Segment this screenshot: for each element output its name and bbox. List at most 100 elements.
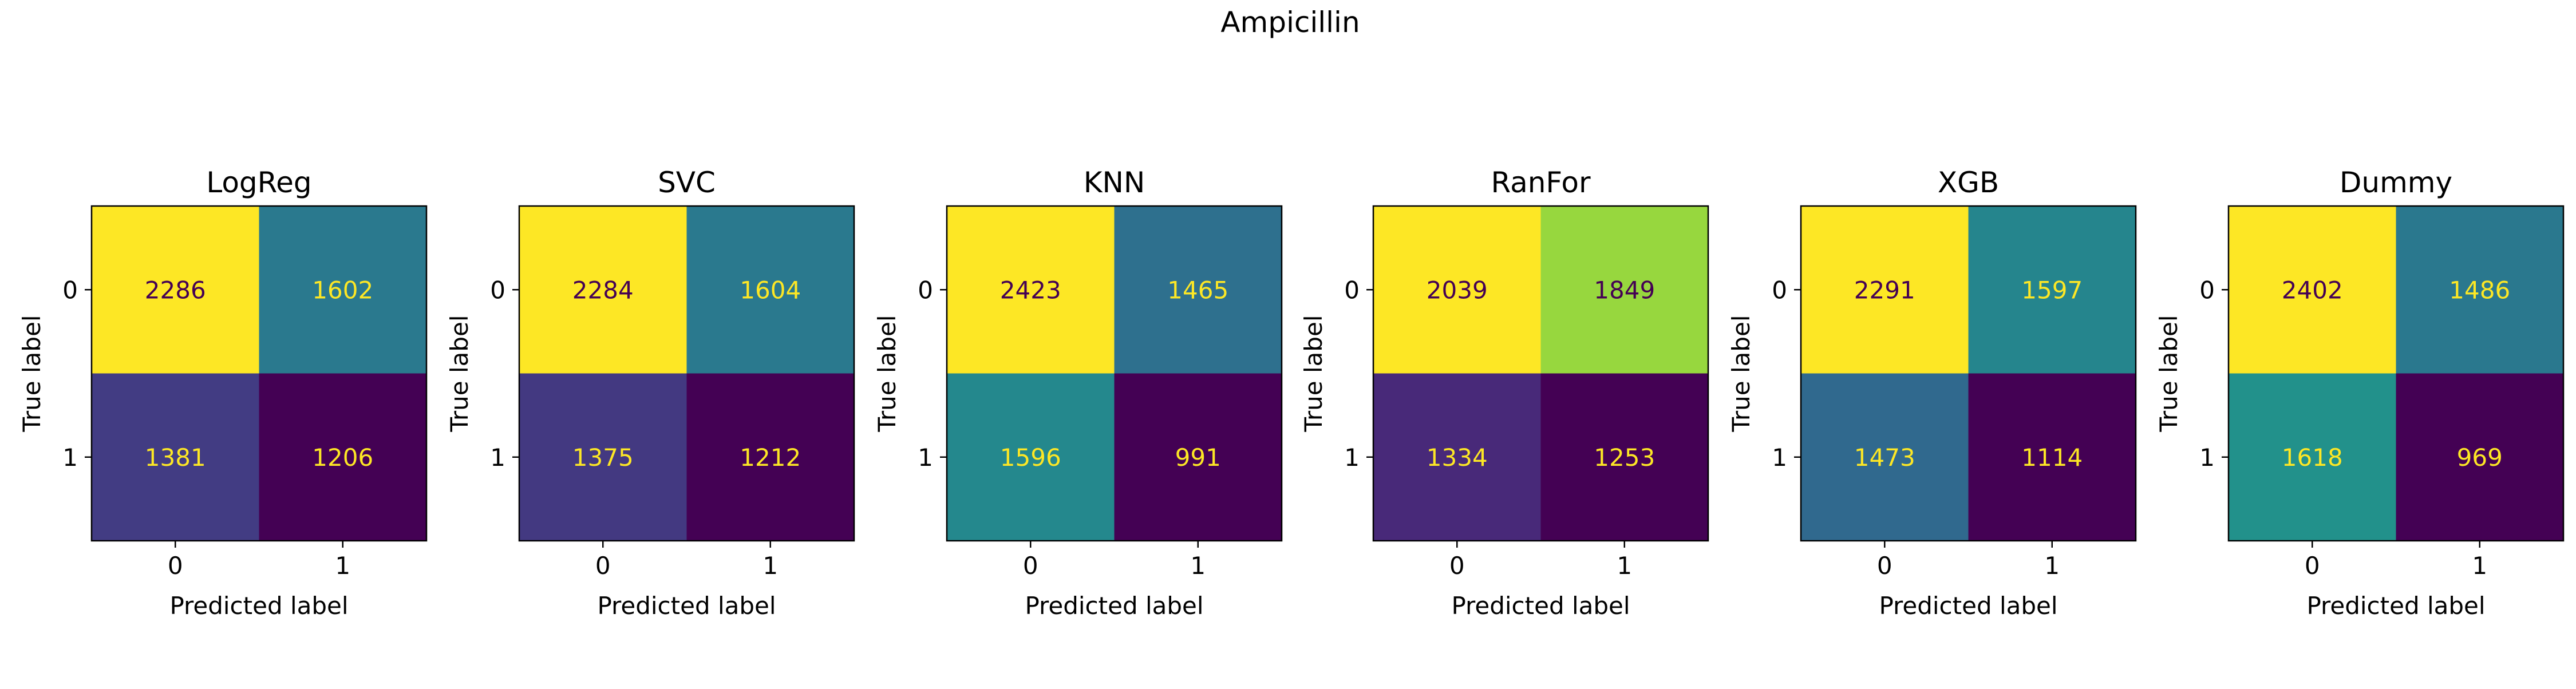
y-axis-label: True label [18, 315, 46, 432]
cell-0-0 [1801, 206, 1969, 374]
cell-1-1 [686, 373, 854, 541]
panel-title: Dummy [2340, 166, 2452, 199]
cell-1-1 [1114, 373, 1282, 541]
cell-1-0 [947, 373, 1115, 541]
axes-frame [518, 205, 855, 542]
y-tick-label: 0 [2199, 276, 2215, 304]
cell-0-1 [686, 206, 854, 374]
cell-value-1-1: 969 [2457, 444, 2503, 472]
panel-xgb: 2291 1597 1473 1114 XGB 0 1 0 1 Predicted label Tr… [1727, 166, 2137, 620]
cell-1-0 [92, 373, 259, 541]
panel-title: RanFor [1491, 166, 1591, 199]
cell-0-1 [1114, 206, 1282, 374]
x-tick-label: 1 [762, 552, 778, 580]
x-axis-label: Predicted label [597, 592, 776, 620]
x-tick-label: 0 [1023, 552, 1038, 580]
cell-0-0 [519, 206, 687, 374]
x-tick-label: 0 [595, 552, 611, 580]
panel-ranfor: 2039 1849 1334 1253 RanFor 0 1 0 1 Predicted labe… [1299, 166, 1709, 620]
cell-1-1 [259, 373, 426, 541]
cell-value-1-0: 1618 [2282, 444, 2343, 472]
y-tick-label: 1 [62, 444, 78, 472]
cell-0-0 [92, 206, 259, 374]
x-tick-label: 0 [1877, 552, 1893, 580]
cell-0-1 [1540, 206, 1708, 374]
y-tick-label: 0 [490, 276, 505, 304]
cell-value-0-0: 2039 [1427, 276, 1488, 304]
panel-title: XGB [1938, 166, 1999, 199]
x-tick-label: 1 [1617, 552, 1632, 580]
x-axis-label: Predicted label [1879, 592, 2057, 620]
cell-value-0-0: 2402 [2282, 276, 2343, 304]
cell-0-1 [259, 206, 426, 374]
panel-svc: 2284 1604 1375 1212 SVC 0 1 0 1 Predicted label Tr… [445, 166, 855, 620]
cell-value-0-1: 1604 [740, 276, 801, 304]
cell-value-0-1: 1465 [1167, 276, 1228, 304]
axes-frame [90, 205, 428, 542]
x-axis-label: Predicted label [169, 592, 348, 620]
x-tick-label: 1 [2472, 552, 2487, 580]
panel-title: SVC [658, 166, 716, 199]
cell-value-0-0: 2423 [1000, 276, 1061, 304]
y-tick-label: 0 [918, 276, 933, 304]
cell-1-0 [1373, 373, 1541, 541]
y-tick-label: 0 [62, 276, 78, 304]
cell-1-1 [1968, 373, 2136, 541]
panel-dummy: 2402 1486 1618 969 Dummy 0 1 0 1 Predicted label T… [2155, 166, 2565, 620]
axes-frame [1800, 205, 2137, 542]
cell-0-0 [947, 206, 1115, 374]
cell-value-0-0: 2291 [1854, 276, 1915, 304]
cell-value-1-1: 1212 [740, 444, 801, 472]
x-axis-label: Predicted label [2306, 592, 2485, 620]
cell-value-1-1: 1253 [1594, 444, 1655, 472]
y-tick-label: 1 [1344, 444, 1360, 472]
cell-value-1-0: 1473 [1854, 444, 1915, 472]
cell-1-1 [1540, 373, 1708, 541]
y-tick-label: 1 [1772, 444, 1787, 472]
cell-value-0-1: 1602 [312, 276, 373, 304]
panels: 2286 1602 1381 1206 LogReg 0 1 0 1 Predicted labe… [18, 166, 2565, 620]
cell-value-0-1: 1849 [1594, 276, 1655, 304]
cell-value-0-1: 1597 [2021, 276, 2083, 304]
y-axis-label: True label [445, 315, 473, 432]
x-axis-label: Predicted label [1451, 592, 1630, 620]
cell-0-1 [1968, 206, 2136, 374]
cell-value-0-0: 2286 [145, 276, 206, 304]
cell-value-1-0: 1381 [145, 444, 206, 472]
panel-title: LogReg [206, 166, 311, 199]
figure-title: Ampicillin [1220, 6, 1360, 39]
y-axis-label: True label [873, 315, 901, 432]
cell-value-0-0: 2284 [572, 276, 634, 304]
axes-frame [946, 205, 1283, 542]
y-axis-label: True label [2155, 315, 2183, 432]
panel-knn: 2423 1465 1596 991 KNN 0 1 0 1 Predicted label Tru… [873, 166, 1283, 620]
y-tick-label: 0 [1772, 276, 1787, 304]
cell-0-1 [2396, 206, 2563, 374]
cell-value-1-0: 1375 [572, 444, 634, 472]
y-axis-label: True label [1299, 315, 1327, 432]
cell-0-0 [1373, 206, 1541, 374]
y-tick-label: 1 [2199, 444, 2215, 472]
cell-value-1-1: 991 [1175, 444, 1221, 472]
x-tick-label: 0 [1449, 552, 1465, 580]
cell-1-0 [2229, 373, 2396, 541]
cell-value-0-1: 1486 [2449, 276, 2510, 304]
axes-frame [1372, 205, 1709, 542]
y-tick-label: 1 [490, 444, 505, 472]
x-tick-label: 1 [2044, 552, 2060, 580]
cell-value-1-1: 1206 [312, 444, 373, 472]
x-axis-label: Predicted label [1025, 592, 1203, 620]
x-tick-label: 0 [168, 552, 183, 580]
cell-value-1-0: 1596 [1000, 444, 1061, 472]
cell-value-1-1: 1114 [2021, 444, 2083, 472]
cell-1-0 [519, 373, 687, 541]
y-axis-label: True label [1727, 315, 1755, 432]
cell-1-0 [1801, 373, 1969, 541]
panel-title: KNN [1084, 166, 1145, 199]
x-tick-label: 0 [2305, 552, 2320, 580]
x-tick-label: 1 [1190, 552, 1206, 580]
y-tick-label: 0 [1344, 276, 1360, 304]
x-tick-label: 1 [335, 552, 350, 580]
